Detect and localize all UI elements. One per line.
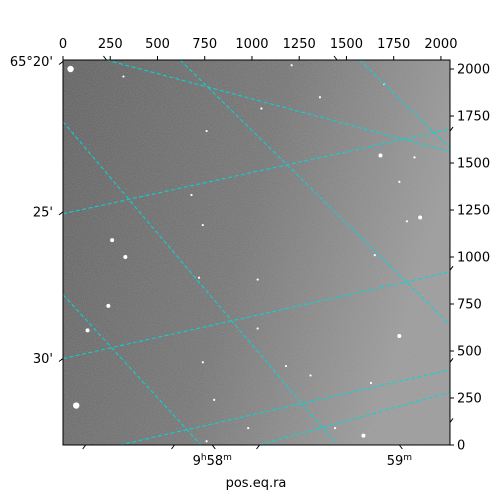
top-tick-label-4: 1000 bbox=[235, 37, 268, 52]
star-21 bbox=[256, 327, 259, 330]
star-32 bbox=[205, 440, 208, 443]
star-12 bbox=[405, 220, 409, 223]
star-9 bbox=[413, 156, 416, 159]
star-29 bbox=[247, 426, 250, 430]
star-0 bbox=[67, 65, 74, 73]
right-tick-label-5: 1250 bbox=[457, 204, 490, 219]
top-pixel-axis: 0 250 500 750 1000 1250 1500 1750 2000 bbox=[59, 37, 457, 61]
right-minor-tick-1 bbox=[449, 265, 454, 271]
star-20 bbox=[85, 328, 90, 333]
right-tick-label-6: 1500 bbox=[457, 157, 490, 172]
right-tick-label-1: 250 bbox=[457, 392, 482, 407]
star-6 bbox=[260, 107, 263, 110]
dec-grid-line-3 bbox=[359, 60, 450, 149]
ra-grid-line-1 bbox=[63, 128, 450, 215]
star-8 bbox=[398, 180, 401, 183]
top-minor-tick-0 bbox=[103, 55, 107, 61]
star-25 bbox=[369, 381, 373, 385]
left-tick-mark-1 bbox=[58, 211, 64, 216]
right-minor-tick-3 bbox=[449, 418, 454, 423]
star-31 bbox=[334, 426, 337, 430]
star-28 bbox=[213, 398, 216, 401]
left-dec-axis: 65°20' 25' 30' bbox=[10, 55, 64, 367]
right-minor-tick-2 bbox=[449, 357, 454, 363]
top-tick-label-0: 0 bbox=[59, 37, 67, 52]
left-tick-label-1: 25' bbox=[33, 205, 53, 220]
ra-grid-line-2 bbox=[63, 271, 450, 360]
image-panel bbox=[62, 59, 451, 446]
bottom-tick-label-1: 59m bbox=[387, 453, 412, 469]
bottom-tick-mark-0 bbox=[211, 444, 216, 450]
star-13 bbox=[110, 238, 115, 243]
star-17 bbox=[197, 276, 201, 279]
ra-grid-line-3 bbox=[119, 369, 450, 445]
star-24 bbox=[309, 374, 312, 377]
left-tick-mark-2 bbox=[58, 358, 64, 362]
bottom-ra-axis: 9h58m 59m bbox=[82, 444, 412, 469]
top-tick-label-3: 750 bbox=[192, 37, 217, 52]
bottom-tick-mark-1 bbox=[398, 444, 403, 450]
star-23 bbox=[284, 364, 288, 368]
ra-grid-line-4 bbox=[259, 391, 450, 445]
star-2 bbox=[290, 64, 293, 67]
right-tick-label-7: 1750 bbox=[457, 110, 490, 125]
right-pixel-axis: 0 250 500 750 1000 1250 1500 1750 2000 bbox=[449, 63, 490, 454]
star-7 bbox=[378, 153, 383, 158]
left-tick-mark-0 bbox=[58, 61, 64, 65]
bottom-minor-tick-2 bbox=[256, 444, 260, 450]
top-tick-label-6: 1500 bbox=[330, 37, 363, 52]
sky-noise bbox=[63, 60, 450, 445]
plot-frame bbox=[62, 59, 451, 446]
star-18 bbox=[256, 278, 259, 281]
star-14 bbox=[123, 255, 128, 260]
star-19 bbox=[106, 303, 111, 308]
dec-grid-line-0 bbox=[179, 60, 450, 326]
star-3 bbox=[318, 96, 322, 99]
star-27 bbox=[73, 402, 80, 409]
star-11 bbox=[418, 215, 423, 220]
star-1 bbox=[122, 75, 125, 78]
star-5 bbox=[205, 129, 208, 133]
coordinate-grid bbox=[63, 60, 450, 445]
star-26 bbox=[201, 361, 204, 364]
right-tick-label-0: 0 bbox=[457, 439, 465, 454]
left-tick-label-2: 30' bbox=[33, 352, 53, 367]
dec-grid-line-1 bbox=[63, 121, 338, 445]
ra-grid-line-0 bbox=[106, 60, 450, 153]
bottom-tick-label-0: 9h58m bbox=[193, 453, 232, 469]
right-minor-tick-0 bbox=[449, 126, 454, 132]
right-tick-label-8: 2000 bbox=[457, 63, 490, 78]
top-tick-label-7: 1750 bbox=[377, 37, 410, 52]
top-tick-label-8: 2000 bbox=[424, 37, 457, 52]
right-tick-label-4: 1000 bbox=[457, 251, 490, 266]
left-tick-label-0: 65°20' bbox=[10, 55, 53, 70]
bottom-minor-tick-0 bbox=[82, 444, 87, 450]
star-22 bbox=[397, 333, 402, 338]
star-16 bbox=[373, 254, 376, 257]
top-tick-label-1: 250 bbox=[98, 37, 123, 52]
star-15 bbox=[201, 223, 204, 227]
top-minor-tick-1 bbox=[333, 55, 338, 61]
dec-grid-line-2 bbox=[63, 294, 202, 445]
star-10 bbox=[190, 193, 193, 197]
top-tick-label-5: 1250 bbox=[283, 37, 316, 52]
bottom-minor-tick-1 bbox=[171, 444, 175, 450]
top-tick-label-2: 500 bbox=[145, 37, 170, 52]
right-tick-label-2: 500 bbox=[457, 345, 482, 360]
right-tick-label-3: 750 bbox=[457, 298, 482, 313]
x-axis-label: pos.eq.ra bbox=[226, 476, 287, 491]
star-30 bbox=[361, 433, 366, 438]
